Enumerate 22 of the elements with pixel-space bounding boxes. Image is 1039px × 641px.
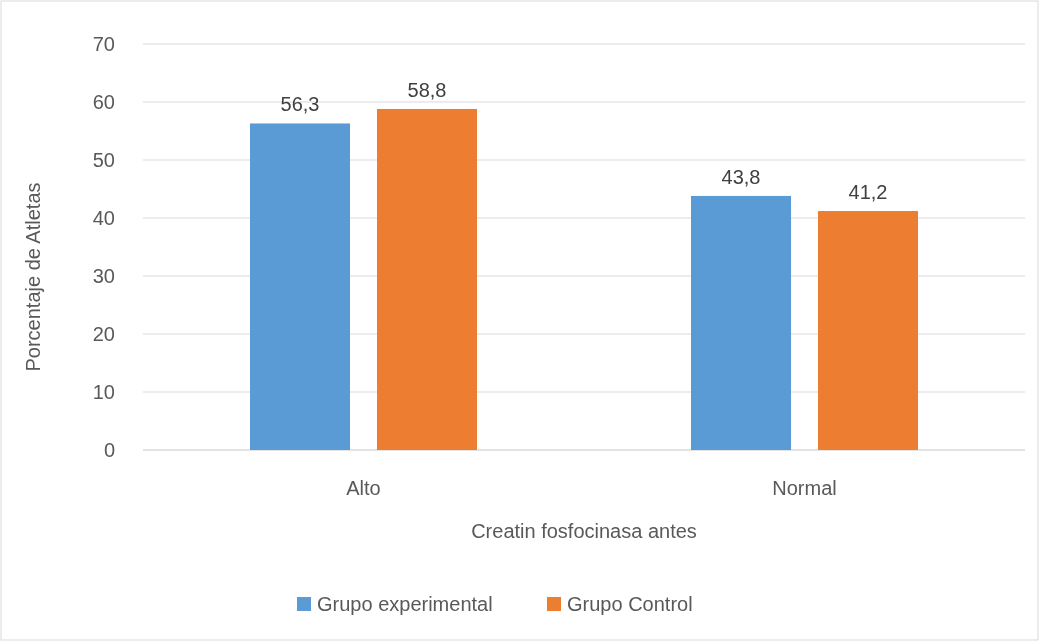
data-label: 56,3	[280, 93, 320, 116]
x-tick-label: Alto	[346, 477, 381, 499]
data-label: 58,8	[407, 78, 447, 101]
y-tick-label: 0	[103, 439, 115, 461]
y-tick-label: 20	[92, 323, 115, 345]
y-tick-label: 60	[92, 91, 115, 113]
y-tick-label: 50	[92, 149, 115, 171]
data-label: 43,8	[721, 165, 761, 188]
y-axis-title: Porcentaje de Atletas	[22, 182, 44, 372]
y-tick-label: 70	[92, 33, 115, 55]
y-tick-label: 40	[92, 207, 115, 229]
data-label: 41,2	[848, 181, 888, 204]
bar	[691, 195, 791, 450]
x-axis-title: Creatin fosfocinasa antes	[471, 520, 697, 542]
bar	[250, 123, 350, 450]
y-tick-label: 30	[92, 265, 115, 287]
legend-label: Grupo experimental	[317, 593, 493, 615]
y-tick-label: 10	[92, 381, 115, 403]
x-tick-label: Normal	[772, 477, 837, 499]
bar	[377, 108, 477, 450]
legend-label: Grupo Control	[567, 593, 693, 615]
bar	[818, 211, 918, 450]
